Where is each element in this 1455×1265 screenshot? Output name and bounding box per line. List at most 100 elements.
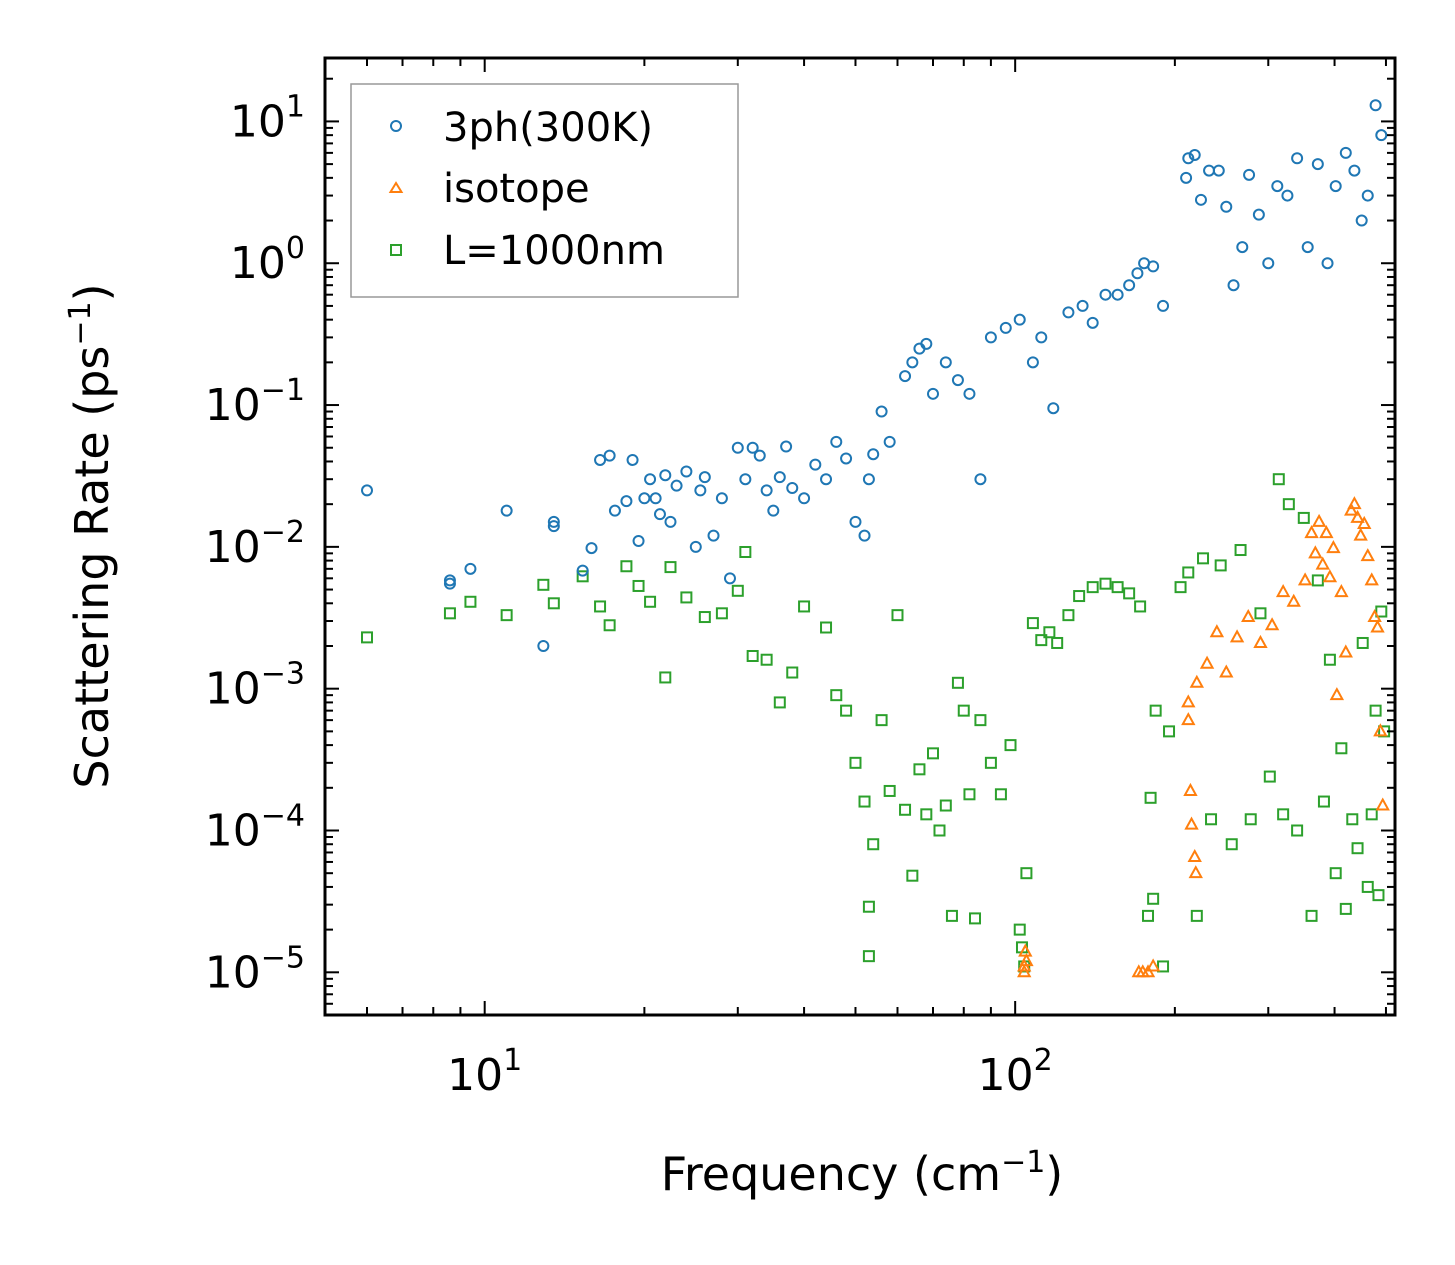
data-point-l1000nm [1123,587,1136,600]
data-point-3ph [780,440,793,453]
data-point-l1000nm [1323,653,1336,666]
y-tick-label-base: 10 [205,947,261,998]
y-tick-label-base: 10 [230,96,286,147]
data-point-3ph [820,473,833,486]
data-point-l1000nm [1157,960,1170,973]
data-point-l1000nm [1205,813,1218,826]
data-point-3ph [1157,299,1170,312]
data-point-l1000nm [1043,626,1056,639]
data-point-isotope [1338,644,1353,658]
data-point-l1000nm [875,714,888,727]
data-point-l1000nm [1111,581,1124,594]
data-point-isotope [1319,525,1334,539]
data-point-l1000nm [1144,791,1157,804]
data-point-3ph [649,492,662,505]
data-point-3ph [939,356,952,369]
data-point-3ph [1361,189,1374,202]
legend-box [350,83,739,298]
data-point-3ph [767,504,780,517]
data-point-isotope [1350,509,1365,523]
y-tick-label-base: 10 [205,805,261,856]
data-point-l1000nm [1282,498,1295,511]
data-point-3ph [951,374,964,387]
data-point-3ph [840,452,853,465]
data-point-3ph [694,484,707,497]
data-point-3ph [361,484,374,497]
data-point-isotope [1286,593,1301,607]
data-point-isotope [1329,687,1345,701]
data-point-l1000nm [1062,609,1075,622]
y-tick-label-exponent: −2 [261,515,305,550]
data-point-3ph [1329,180,1342,193]
data-point-3ph [585,542,598,555]
data-point-3ph [1262,257,1275,270]
data-point-l1000nm [1291,824,1304,837]
legend-label-3ph: 3ph(300K) [443,105,653,151]
data-point-l1000nm [1004,739,1017,752]
y-tick-label: 10−1 [205,373,305,431]
y-tick-label-base: 10 [205,522,261,573]
data-point-3ph [680,465,693,478]
data-point-l1000nm [1244,813,1257,826]
y-axis-title: Scattering Rate (ps−1) [63,283,119,788]
data-point-l1000nm [464,595,477,608]
data-point-l1000nm [500,609,513,622]
data-point-3ph [689,540,702,553]
data-point-l1000nm [927,747,940,760]
data-point-3ph [1375,129,1388,142]
data-point-isotope [1199,655,1215,669]
data-point-l1000nm [760,653,773,666]
plot-frame [323,56,1397,1017]
data-point-3ph [773,471,786,484]
data-point-3ph [707,529,720,542]
data-point-3ph [974,473,987,486]
data-point-l1000nm [537,578,550,591]
y-tick-label-exponent: −5 [261,940,305,975]
data-point-3ph [1188,148,1201,161]
y-axis-title-exponent: −1 [63,301,98,345]
y-tick-label-base: 10 [205,380,261,431]
data-point-l1000nm [1225,838,1238,851]
data-point-3ph [626,453,639,466]
data-point-l1000nm [1339,902,1352,915]
data-point-l1000nm [1311,574,1324,587]
data-point-l1000nm [862,950,875,963]
data-point-3ph [849,515,862,528]
data-point-isotope [1367,608,1382,623]
y-tick-label-exponent: −3 [261,657,305,692]
data-point-l1000nm [984,756,997,769]
data-point-l1000nm [1277,808,1290,821]
data-point-isotope [1326,540,1341,554]
data-point-l1000nm [933,824,946,837]
y-tick-label: 10−2 [205,515,305,573]
data-point-l1000nm [974,714,987,727]
data-point-l1000nm [620,560,633,573]
data-point-l1000nm [443,607,456,620]
data-point-3ph [1147,260,1160,273]
series-3ph-300k [361,99,1388,652]
data-point-l1000nm [731,584,744,597]
data-point-3ph [1281,189,1294,202]
data-point-l1000nm [1149,704,1162,717]
data-point-3ph [1212,164,1225,177]
data-point-3ph [1271,180,1284,193]
data-point-l1000nm [1190,909,1203,922]
data-point-3ph [927,387,940,400]
data-point-l1000nm [773,696,786,709]
y-tick-label-exponent: 0 [286,231,305,266]
y-tick-label-exponent: −1 [261,373,305,408]
data-point-3ph [906,356,919,369]
data-point-3ph [1227,279,1240,292]
data-point-3ph [723,572,736,585]
y-tick-label: 10−5 [205,940,305,998]
data-point-l1000nm [1272,473,1285,486]
x-tick-label-base: 10 [447,1050,503,1101]
data-point-l1000nm [1147,892,1160,905]
data-point-3ph [1111,288,1124,301]
data-point-3ph [1311,158,1324,171]
data-point-isotope [1322,569,1338,583]
data-point-isotope [1183,782,1198,796]
data-point-3ph [659,469,672,482]
data-point-3ph [1321,257,1334,270]
